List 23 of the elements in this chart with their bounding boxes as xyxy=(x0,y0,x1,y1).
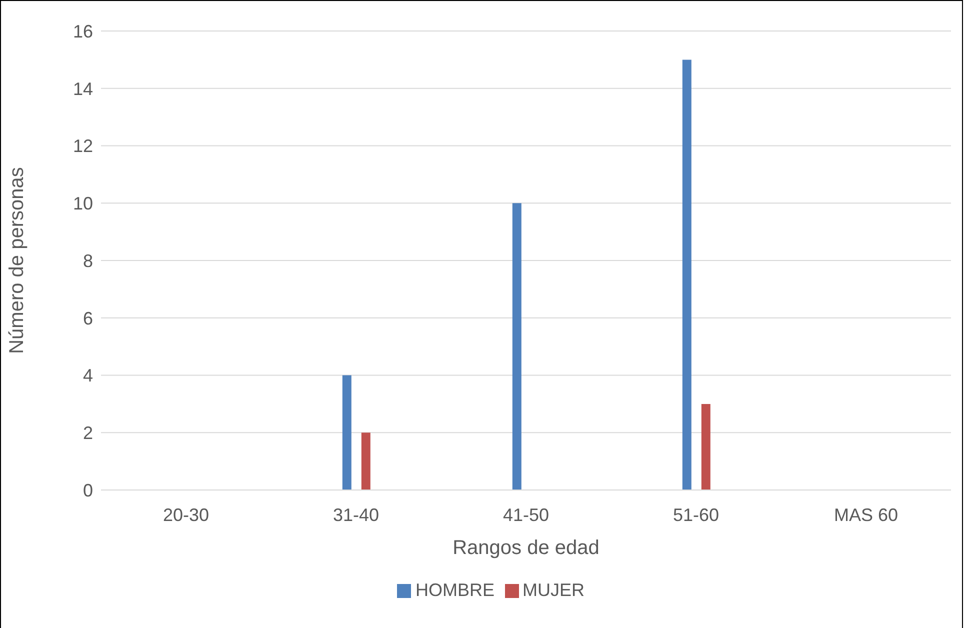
x-axis-title: Rangos de edad xyxy=(452,537,600,560)
bar xyxy=(342,375,352,490)
y-tick-label: 14 xyxy=(72,78,93,99)
y-tick-label: 6 xyxy=(82,308,93,328)
y-tick-label: 8 xyxy=(82,250,93,271)
y-tick-label: 16 xyxy=(72,21,93,42)
y-tick-label: 12 xyxy=(72,136,93,156)
x-tick-label: 20-30 xyxy=(162,504,210,525)
x-tick-label: 31-40 xyxy=(332,504,380,525)
legend-label: MUJER xyxy=(522,580,584,600)
y-tick-label: 2 xyxy=(82,423,93,444)
bar xyxy=(701,404,710,490)
bar xyxy=(512,203,522,490)
bar xyxy=(361,432,370,490)
legend-label: HOMBRE xyxy=(415,580,494,600)
bar xyxy=(682,60,692,490)
y-tick-label: 10 xyxy=(72,194,93,214)
y-tick-label: 4 xyxy=(82,366,93,386)
x-tick-label: 41-50 xyxy=(502,504,550,525)
x-tick-label: MAS 60 xyxy=(834,504,898,525)
y-tick-label: 0 xyxy=(82,480,93,500)
x-tick-label: 51-60 xyxy=(672,504,720,525)
y-axis-title: Número de personas xyxy=(6,167,28,354)
